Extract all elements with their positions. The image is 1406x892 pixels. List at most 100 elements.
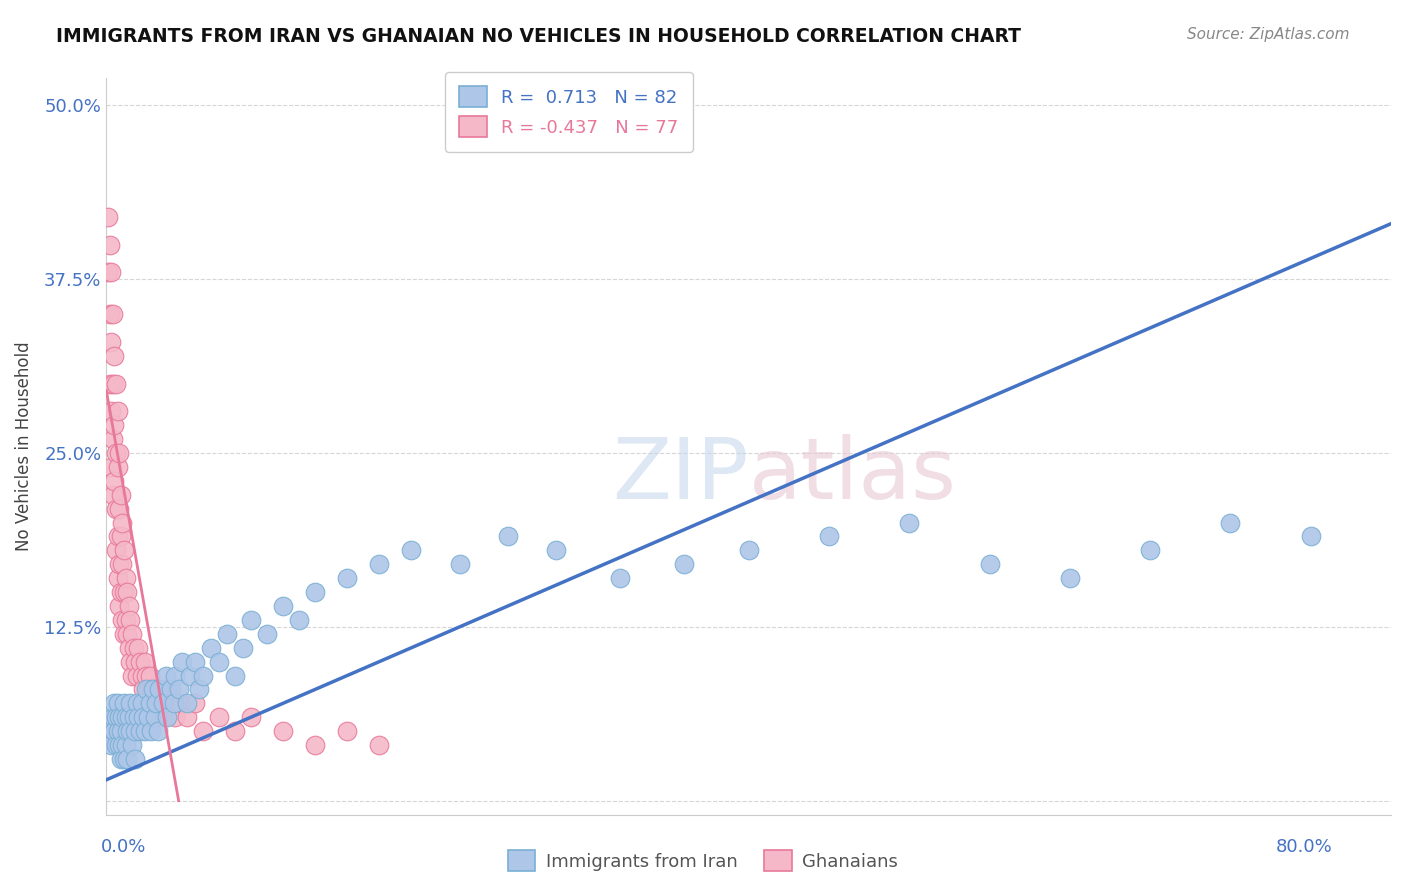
Point <box>129 655 152 669</box>
Point <box>167 682 190 697</box>
Point <box>108 599 131 613</box>
Point <box>152 696 174 710</box>
Legend: R =  0.713   N = 82, R = -0.437   N = 77: R = 0.713 N = 82, R = -0.437 N = 77 <box>444 72 693 152</box>
Point <box>110 585 132 599</box>
Point <box>114 738 136 752</box>
Point <box>146 724 169 739</box>
Point <box>112 752 135 766</box>
Point <box>108 501 131 516</box>
Point <box>107 571 129 585</box>
Point <box>979 558 1001 572</box>
Point <box>449 558 471 572</box>
Point <box>134 724 156 739</box>
Point <box>115 752 138 766</box>
Point <box>304 738 326 752</box>
Point <box>98 237 121 252</box>
Point <box>110 529 132 543</box>
Point <box>103 349 125 363</box>
Point <box>114 571 136 585</box>
Point <box>100 265 122 279</box>
Point <box>191 724 214 739</box>
Point <box>97 210 120 224</box>
Point <box>256 627 278 641</box>
Point <box>239 613 262 627</box>
Point <box>103 724 125 739</box>
Point <box>110 488 132 502</box>
Point <box>127 710 149 724</box>
Point <box>112 696 135 710</box>
Point <box>100 334 122 349</box>
Point <box>120 724 142 739</box>
Point <box>208 710 231 724</box>
Point <box>97 265 120 279</box>
Point <box>368 558 391 572</box>
Point <box>609 571 631 585</box>
Point <box>122 710 145 724</box>
Text: ZIP: ZIP <box>612 434 748 517</box>
Point <box>100 460 122 475</box>
Point <box>544 543 567 558</box>
Point <box>401 543 423 558</box>
Point <box>132 710 155 724</box>
Point <box>271 724 294 739</box>
Point <box>103 696 125 710</box>
Point <box>288 613 311 627</box>
Point <box>146 682 169 697</box>
Point <box>110 724 132 739</box>
Point <box>138 668 160 682</box>
Point <box>496 529 519 543</box>
Point <box>135 668 157 682</box>
Point <box>183 696 205 710</box>
Point <box>121 738 143 752</box>
Point <box>115 627 138 641</box>
Point <box>101 376 124 391</box>
Point <box>818 529 841 543</box>
Point <box>108 558 131 572</box>
Point <box>132 682 155 697</box>
Point <box>112 543 135 558</box>
Point <box>101 488 124 502</box>
Point <box>145 696 167 710</box>
Point <box>156 710 179 724</box>
Point <box>176 710 198 724</box>
Point <box>103 474 125 488</box>
Point <box>136 710 159 724</box>
Point <box>336 724 359 739</box>
Point <box>141 682 163 697</box>
Point <box>1059 571 1081 585</box>
Text: 80.0%: 80.0% <box>1277 838 1333 855</box>
Point <box>118 710 141 724</box>
Text: 0.0%: 0.0% <box>101 838 146 855</box>
Point <box>737 543 759 558</box>
Legend: Immigrants from Iran, Ghanaians: Immigrants from Iran, Ghanaians <box>501 843 905 879</box>
Text: Source: ZipAtlas.com: Source: ZipAtlas.com <box>1187 27 1350 42</box>
Point <box>118 640 141 655</box>
Point <box>127 640 149 655</box>
Point <box>104 710 127 724</box>
Y-axis label: No Vehicles in Household: No Vehicles in Household <box>15 342 32 551</box>
Point <box>112 585 135 599</box>
Point <box>141 724 163 739</box>
Point <box>159 682 181 697</box>
Point <box>165 668 187 682</box>
Point <box>98 724 121 739</box>
Point <box>169 696 191 710</box>
Point <box>170 655 193 669</box>
Point <box>148 682 170 697</box>
Point <box>138 696 160 710</box>
Point <box>1219 516 1241 530</box>
Point <box>115 724 138 739</box>
Point <box>118 599 141 613</box>
Point <box>104 376 127 391</box>
Point <box>108 738 131 752</box>
Point <box>101 307 124 321</box>
Point <box>129 724 152 739</box>
Point <box>163 696 186 710</box>
Point <box>142 682 165 697</box>
Point <box>176 696 198 710</box>
Point <box>98 376 121 391</box>
Point <box>124 724 146 739</box>
Point <box>136 682 159 697</box>
Point <box>122 640 145 655</box>
Point <box>183 655 205 669</box>
